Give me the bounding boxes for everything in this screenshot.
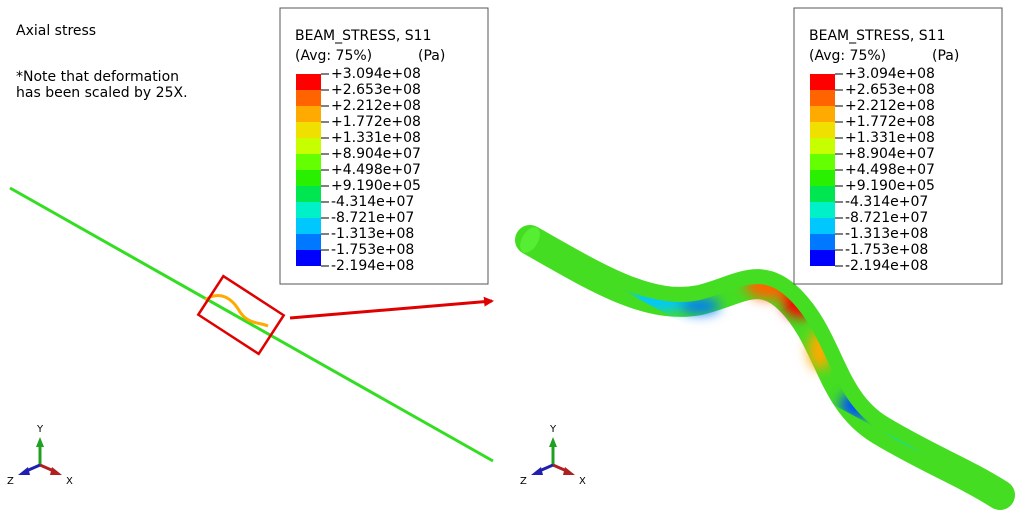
legend-title: BEAM_STRESS, S11 (809, 28, 946, 44)
legend-label: +9.190e+05 (845, 178, 935, 194)
legend-label: -1.753e+08 (845, 242, 928, 258)
color-band (810, 250, 835, 266)
legend-label: -8.721e+07 (845, 210, 928, 226)
color-band (296, 186, 321, 202)
legend-label: -2.194e+08 (845, 258, 928, 274)
legend-title: BEAM_STRESS, S11 (295, 28, 432, 44)
legend: BEAM_STRESS, S11 (Avg: 75%) (Pa) +3.094e+08… (793, 7, 1003, 285)
axis-label: Y (549, 424, 557, 435)
beam (9, 186, 494, 463)
legend-label: -1.313e+08 (845, 226, 928, 242)
axis-x-head (563, 467, 575, 475)
color-band (296, 138, 321, 154)
axis-triad: Y Z X (520, 424, 586, 487)
legend-label: +1.331e+08 (845, 130, 935, 146)
color-band (810, 234, 835, 250)
color-band (810, 202, 835, 218)
color-band (296, 218, 321, 234)
legend-label: -1.313e+08 (331, 226, 414, 242)
color-band (296, 90, 321, 106)
legend-label: +1.331e+08 (331, 130, 421, 146)
color-band (810, 186, 835, 202)
legend-unit: (Pa) (932, 48, 959, 64)
color-band (296, 106, 321, 122)
axis-z-head (531, 467, 543, 475)
legend-label: +2.212e+08 (845, 98, 935, 114)
legend-label: -1.753e+08 (331, 242, 414, 258)
axis-label: X (579, 476, 586, 487)
axis-z-head (18, 467, 30, 475)
legend-label: +3.094e+08 (845, 66, 935, 82)
axis-y-head (36, 437, 44, 447)
color-band (296, 250, 321, 266)
color-band (296, 202, 321, 218)
axis-label: Y (36, 424, 44, 435)
legend-label: -4.314e+07 (845, 194, 928, 210)
arrow (289, 296, 494, 320)
axis-label: Z (7, 476, 14, 487)
legend-label: +2.212e+08 (331, 98, 421, 114)
zoom-box (196, 274, 286, 356)
color-band (296, 170, 321, 186)
legend-label: +9.190e+05 (331, 178, 421, 194)
color-band (810, 218, 835, 234)
title: Axial stress (16, 23, 96, 39)
axis-label: X (66, 476, 73, 487)
legend-label: +2.653e+08 (331, 82, 421, 98)
axis-label: Z (520, 476, 527, 487)
legend-label: +8.904e+07 (845, 146, 935, 162)
legend-label: +2.653e+08 (845, 82, 935, 98)
legend-label: +8.904e+07 (331, 146, 421, 162)
legend-label: +4.498e+07 (331, 162, 421, 178)
color-band (810, 154, 835, 170)
color-band (810, 90, 835, 106)
note: *Note that deformation (16, 69, 179, 85)
legend-label: -4.314e+07 (331, 194, 414, 210)
color-band (810, 170, 835, 186)
legend-unit: (Pa) (418, 48, 445, 64)
color-band (810, 138, 835, 154)
legend-label: +3.094e+08 (331, 66, 421, 82)
legend-avg: (Avg: 75%) (295, 48, 372, 64)
beam-deformed (204, 294, 269, 328)
color-band (810, 106, 835, 122)
axis-x-head (50, 467, 62, 475)
legend-label: +1.772e+08 (845, 114, 935, 130)
color-band (296, 234, 321, 250)
legend-label: -8.721e+07 (331, 210, 414, 226)
color-band (296, 74, 321, 90)
color-band (810, 74, 835, 90)
color-band (810, 122, 835, 138)
note: has been scaled by 25X. (16, 85, 188, 101)
legend-label: -2.194e+08 (331, 258, 414, 274)
legend-label: +1.772e+08 (331, 114, 421, 130)
legend-label: +4.498e+07 (845, 162, 935, 178)
legend: BEAM_STRESS, S11 (Avg: 75%) (Pa) +3.094e+08… (279, 7, 489, 285)
axis-triad: Y Z X (7, 424, 73, 487)
color-band (296, 154, 321, 170)
legend-avg: (Avg: 75%) (809, 48, 886, 64)
axis-y-head (549, 437, 557, 447)
color-band (296, 122, 321, 138)
